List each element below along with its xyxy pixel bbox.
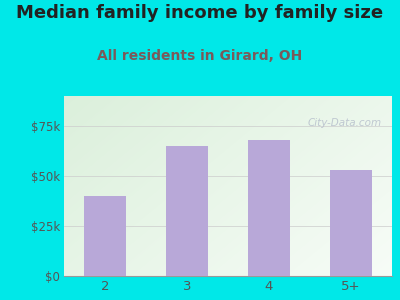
Text: All residents in Girard, OH: All residents in Girard, OH bbox=[97, 50, 303, 64]
Text: City-Data.com: City-Data.com bbox=[308, 118, 382, 128]
Bar bbox=[166, 146, 208, 276]
Bar bbox=[330, 170, 372, 276]
Bar bbox=[248, 140, 290, 276]
Bar bbox=[84, 196, 126, 276]
Text: Median family income by family size: Median family income by family size bbox=[16, 4, 384, 22]
